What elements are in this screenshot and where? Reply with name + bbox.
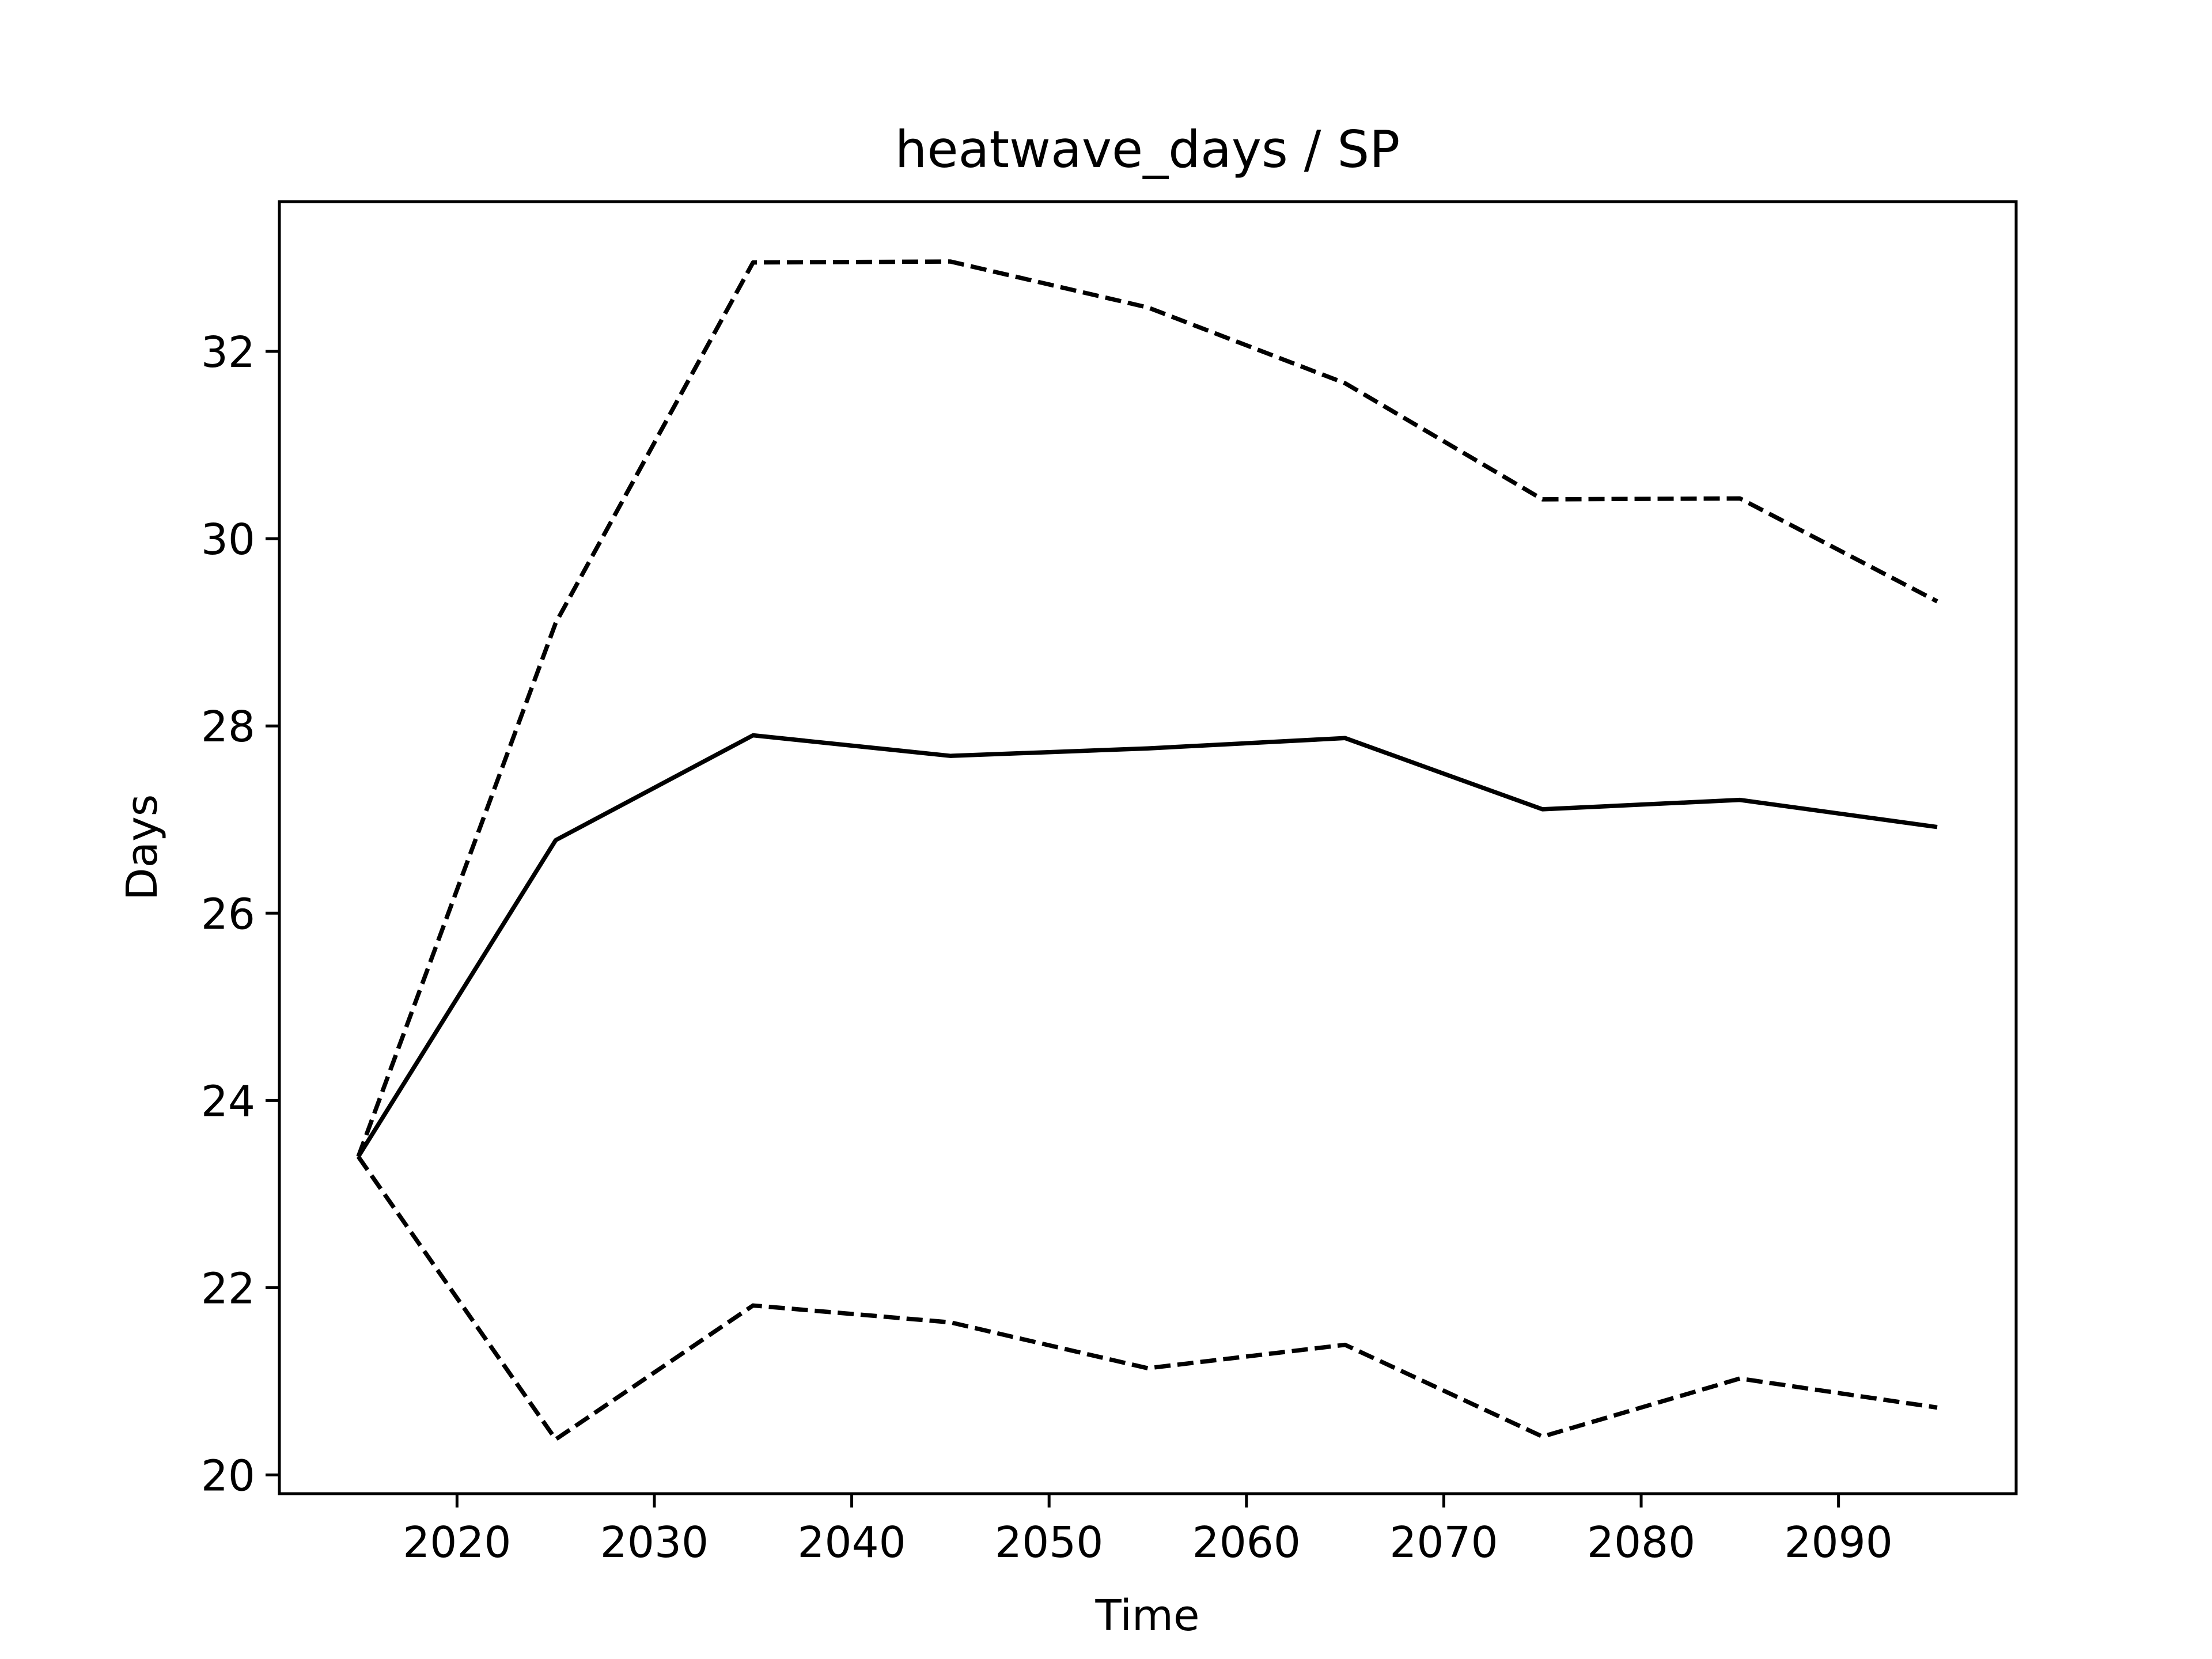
series-line-2 [356, 259, 1938, 1158]
y-tick-label: 30 [201, 515, 255, 565]
y-tick-label: 26 [201, 889, 255, 939]
x-tick-label: 2030 [600, 1518, 709, 1567]
y-tick-label: 22 [201, 1264, 255, 1313]
plot-area-frame [278, 200, 2018, 1495]
y-tick-label: 28 [201, 702, 255, 752]
x-tick-label: 2020 [403, 1518, 511, 1567]
series-layer [356, 259, 1938, 1442]
x-axis: 2020 2030 2040 2050 2060 2070 2080 2090 [403, 1494, 1893, 1567]
series-line-3 [356, 1155, 1938, 1442]
x-axis-label: Time [1094, 1591, 1199, 1641]
x-tick-label: 2090 [1784, 1518, 1892, 1567]
x-tick-label: 2050 [995, 1518, 1103, 1567]
x-tick-label: 2040 [797, 1518, 906, 1567]
x-tick-label: 2070 [1389, 1518, 1498, 1567]
y-axis-label: Days [118, 794, 167, 901]
y-tick-label: 32 [201, 328, 255, 377]
y-tick-label: 24 [201, 1077, 255, 1126]
x-tick-label: 2060 [1192, 1518, 1301, 1567]
x-tick-label: 2080 [1587, 1518, 1695, 1567]
series-line-1 [356, 733, 1938, 1158]
y-tick-label: 20 [201, 1451, 255, 1501]
y-axis: 20 22 24 26 28 30 32 [201, 328, 279, 1501]
chart-title: heatwave_days / SP [895, 120, 1400, 179]
